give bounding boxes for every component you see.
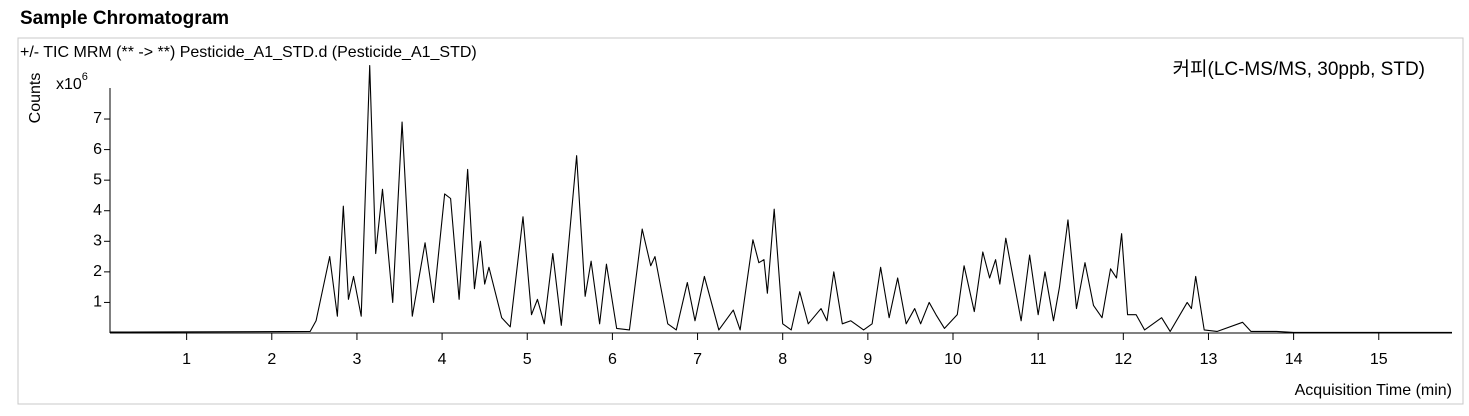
x-tick-label: 5 — [523, 351, 532, 368]
x-tick-label: 14 — [1285, 351, 1303, 368]
y-tick-label: 6 — [93, 141, 102, 158]
x-tick-label: 15 — [1370, 351, 1388, 368]
y-tick-label: 3 — [93, 233, 102, 250]
x-tick-label: 2 — [267, 351, 276, 368]
annotation: 커피(LC-MS/MS, 30ppb, STD) — [1173, 58, 1425, 80]
y-multiplier: x106 — [56, 71, 88, 93]
y-multiplier-exponent: 6 — [82, 71, 88, 83]
x-tick-label: 12 — [1114, 351, 1132, 368]
plot-frame — [17, 37, 1464, 405]
y-tick-label: 2 — [93, 263, 102, 280]
y-tick-label: 1 — [93, 294, 102, 311]
chart-title: Sample Chromatogram — [20, 8, 229, 29]
chromatogram-line — [109, 64, 1452, 333]
x-tick-label: 11 — [1030, 351, 1047, 368]
chart-subtitle: +/- TIC MRM (** -> **) Pesticide_A1_STD.… — [20, 44, 477, 61]
y-tick-label: 4 — [93, 202, 102, 219]
y-multiplier-base: x10 — [56, 76, 82, 93]
x-tick-label: 3 — [352, 351, 361, 368]
y-tick-label: 5 — [93, 171, 102, 188]
x-tick-label: 13 — [1200, 351, 1218, 368]
x-tick-label: 10 — [944, 351, 962, 368]
x-axis-label: Acquisition Time (min) — [1295, 382, 1452, 399]
x-tick-label: 7 — [693, 351, 702, 368]
x-tick-label: 6 — [608, 351, 617, 368]
x-tick-label: 8 — [778, 351, 787, 368]
x-tick-label: 9 — [863, 351, 872, 368]
x-tick-label: 1 — [182, 351, 191, 368]
y-axis-label: Counts — [27, 73, 44, 124]
y-tick-label: 7 — [93, 110, 102, 127]
x-tick-label: 4 — [438, 351, 447, 368]
